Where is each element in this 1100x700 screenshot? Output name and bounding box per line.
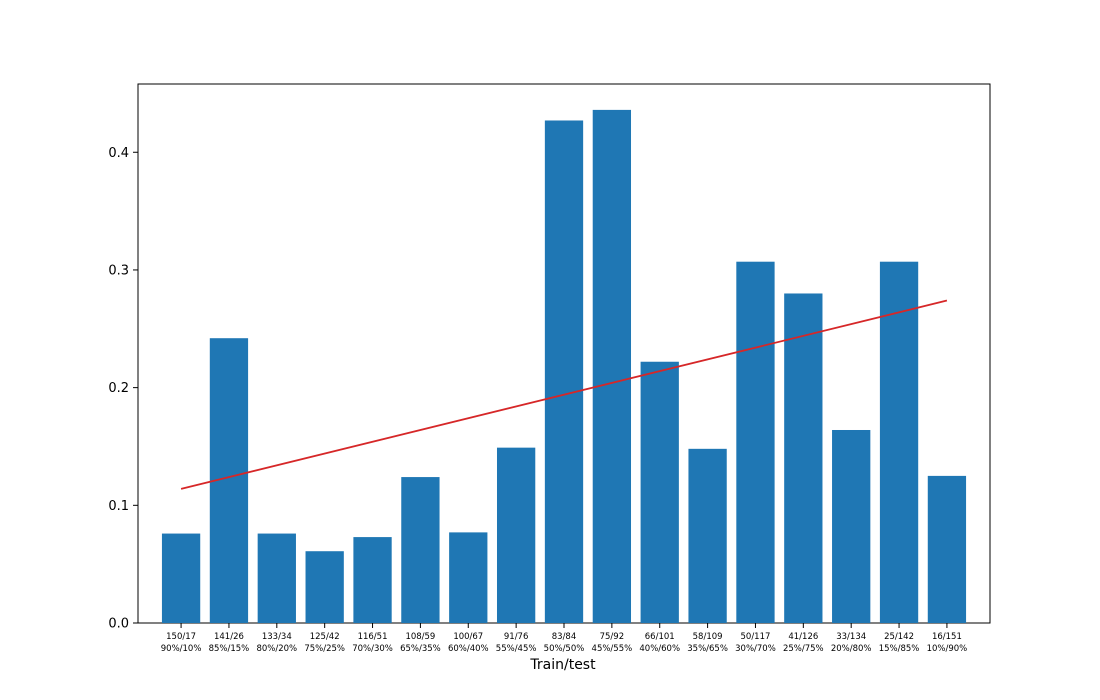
x-tick-label-percent: 15%/85% [879,644,920,654]
x-tick-label-percent: 80%/20% [256,644,297,654]
bar [257,533,296,623]
x-tick-label-counts: 33/134 [836,632,866,642]
x-tick-label-percent: 70%/30% [352,644,393,654]
x-tick-label-percent: 30%/70% [735,644,776,654]
x-tick-label-counts: 116/51 [358,632,388,642]
x-tick-label-counts: 66/101 [645,632,675,642]
x-tick-label-percent: 35%/65% [687,644,728,654]
x-tick-label-counts: 108/59 [405,632,435,642]
y-tick-label: 0.1 [108,499,129,514]
x-tick-label-percent: 60%/40% [448,644,489,654]
bar [449,532,488,623]
x-tick-label-percent: 65%/35% [400,644,441,654]
bar [401,477,440,623]
x-tick-label-counts: 16/151 [932,632,962,642]
x-axis-label: Train/test [529,657,596,673]
y-tick-label: 0.2 [108,381,129,396]
x-tick-label-percent: 25%/75% [783,644,824,654]
y-tick-label: 0.0 [108,617,129,632]
bar [496,447,536,623]
bar [832,429,871,623]
x-tick-label-counts: 83/84 [552,632,577,642]
x-tick-label-counts: 141/26 [214,632,244,642]
x-tick-label-counts: 25/142 [884,632,914,642]
x-tick-label-percent: 50%/50% [544,644,585,654]
bar [879,261,919,623]
bar [927,475,967,623]
x-tick-label-percent: 40%/60% [639,644,680,654]
bar [305,551,344,623]
bar [592,109,632,624]
x-tick-label-percent: 75%/25% [304,644,345,654]
bar [353,537,392,623]
bar [736,261,775,623]
x-tick-label-counts: 100/67 [453,632,483,642]
x-tick-label-counts: 50/117 [741,632,771,642]
x-tick-label-percent: 55%/45% [496,644,537,654]
x-tick-label-counts: 91/76 [504,632,529,642]
bar [640,361,679,623]
x-tick-label-percent: 45%/55% [592,644,633,654]
bar [161,533,201,623]
x-tick-label-counts: 125/42 [310,632,340,642]
x-tick-label-percent: 20%/80% [831,644,872,654]
x-tick-label-counts: 133/34 [262,632,292,642]
y-tick-label: 0.4 [108,146,129,161]
x-tick-label-counts: 58/109 [693,632,723,642]
trend-line [180,299,948,490]
x-tick-label-percent: 10%/90% [927,644,968,654]
x-tick-label-percent: 85%/15% [209,644,250,654]
x-tick-label-counts: 150/17 [166,632,196,642]
y-tick-label: 0.3 [108,263,129,278]
bar [784,293,823,623]
x-tick-label-counts: 75/92 [600,632,625,642]
x-tick-label-percent: 90%/10% [161,644,202,654]
bar [544,120,584,623]
bar [688,448,727,623]
x-tick-label-counts: 41/126 [788,632,818,642]
